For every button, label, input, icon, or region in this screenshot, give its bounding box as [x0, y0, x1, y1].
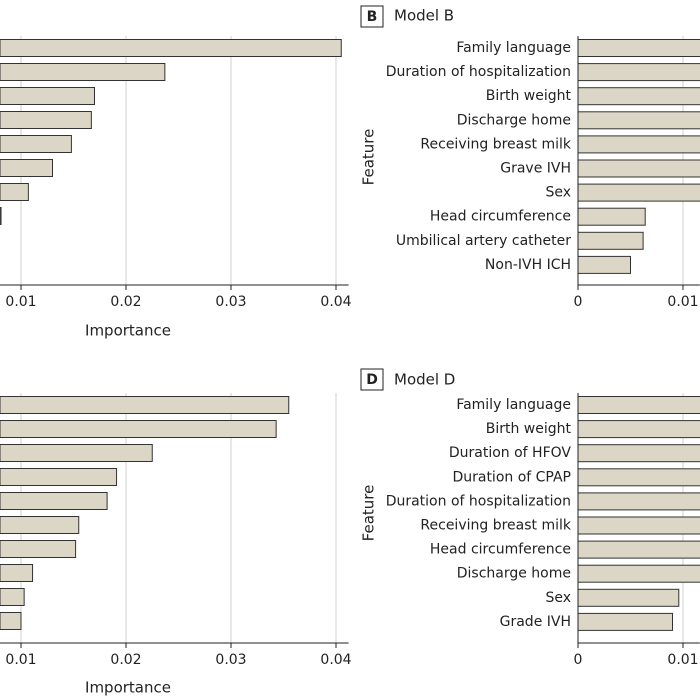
x-tick-label: 0: [574, 652, 583, 668]
plot-area: [578, 36, 700, 285]
y-tick-label: Head circumference: [430, 542, 571, 558]
y-axis-label: Feature: [360, 129, 378, 186]
x-tick-label: 0.01: [667, 294, 698, 310]
bar: [0, 135, 72, 153]
x-tick-label: 0: [574, 294, 583, 310]
bar: [578, 396, 700, 414]
y-tick-label: Family language: [456, 397, 571, 413]
y-tick-label: Birth weight: [486, 421, 572, 437]
y-tick-label: Umbilical artery catheter: [396, 233, 571, 249]
y-tick-label: Head circumference: [430, 209, 571, 225]
x-axis-label: Importance: [85, 322, 171, 340]
bar: [0, 516, 80, 534]
y-tick-label: Duration of CPAP: [452, 469, 571, 485]
bar: [578, 183, 700, 202]
x-tick-label: 0.02: [110, 294, 141, 310]
panel-letter: B: [367, 9, 378, 25]
bar: [0, 183, 29, 201]
y-tick-label: Grave IVH: [500, 161, 571, 177]
y-tick-label: Non-IVH ICH: [485, 257, 571, 273]
y-tick-label: Duration of hospitalization: [386, 64, 571, 80]
x-tick-label: 0.01: [667, 652, 698, 668]
y-tick-label: Sex: [545, 590, 571, 606]
x-tick-label: 0.03: [215, 652, 246, 668]
bar: [0, 612, 22, 630]
y-tick-label: Duration of HFOV: [449, 445, 572, 461]
x-tick-label: 0.01: [5, 294, 36, 310]
bar: [578, 492, 700, 511]
panel-box: [360, 368, 384, 391]
plot-area: [578, 393, 700, 643]
bar: [578, 111, 700, 130]
panel-title: Model B: [394, 7, 454, 25]
panel-title: Model D: [394, 371, 455, 389]
bar: [578, 468, 700, 487]
bar: [578, 255, 631, 274]
bar: [0, 468, 118, 486]
bar: [578, 87, 700, 106]
panel-box: [360, 5, 384, 28]
bar: [578, 63, 700, 82]
bar: [0, 492, 108, 510]
y-tick-label: Receiving breast milk: [420, 136, 571, 152]
bar: [578, 564, 700, 583]
bar: [578, 39, 700, 57]
plot-area: [0, 36, 342, 285]
y-tick-label: Discharge home: [457, 112, 571, 128]
y-axis-label: Feature: [360, 485, 378, 542]
x-tick-label: 0.03: [215, 294, 246, 310]
bar: [578, 231, 644, 250]
bar: [0, 564, 34, 582]
bar: [578, 588, 680, 607]
bar: [0, 207, 2, 225]
bar: [578, 420, 700, 439]
y-tick-label: Grade IVH: [500, 614, 571, 630]
bar: [0, 396, 290, 414]
bar: [578, 159, 700, 178]
y-tick-label: Sex: [545, 185, 571, 201]
bar: [0, 540, 77, 558]
bar: [578, 540, 700, 559]
x-tick-label: 0.04: [320, 294, 351, 310]
bar: [578, 135, 700, 154]
y-tick-label: Discharge home: [457, 566, 571, 582]
bar: [0, 63, 166, 81]
bar: [578, 207, 646, 226]
bar: [0, 588, 25, 606]
bar: [0, 420, 277, 438]
bar: [578, 516, 700, 535]
y-tick-label: Family language: [456, 40, 571, 56]
bar: [578, 444, 700, 463]
bar: [578, 612, 673, 631]
bar: [0, 39, 342, 57]
x-tick-label: 0.01: [5, 652, 36, 668]
y-tick-label: Receiving breast milk: [420, 518, 571, 534]
x-axis-label: Importance: [85, 679, 171, 697]
bar: [0, 87, 95, 105]
bar: [0, 444, 153, 462]
y-tick-label: Duration of hospitalization: [386, 493, 571, 509]
panel-letter: D: [366, 372, 378, 388]
bar: [0, 159, 53, 177]
x-tick-label: 0.04: [320, 652, 351, 668]
y-tick-label: Birth weight: [486, 88, 572, 104]
bar: [0, 111, 92, 129]
x-tick-label: 0.02: [110, 652, 141, 668]
plot-area: [0, 393, 337, 643]
